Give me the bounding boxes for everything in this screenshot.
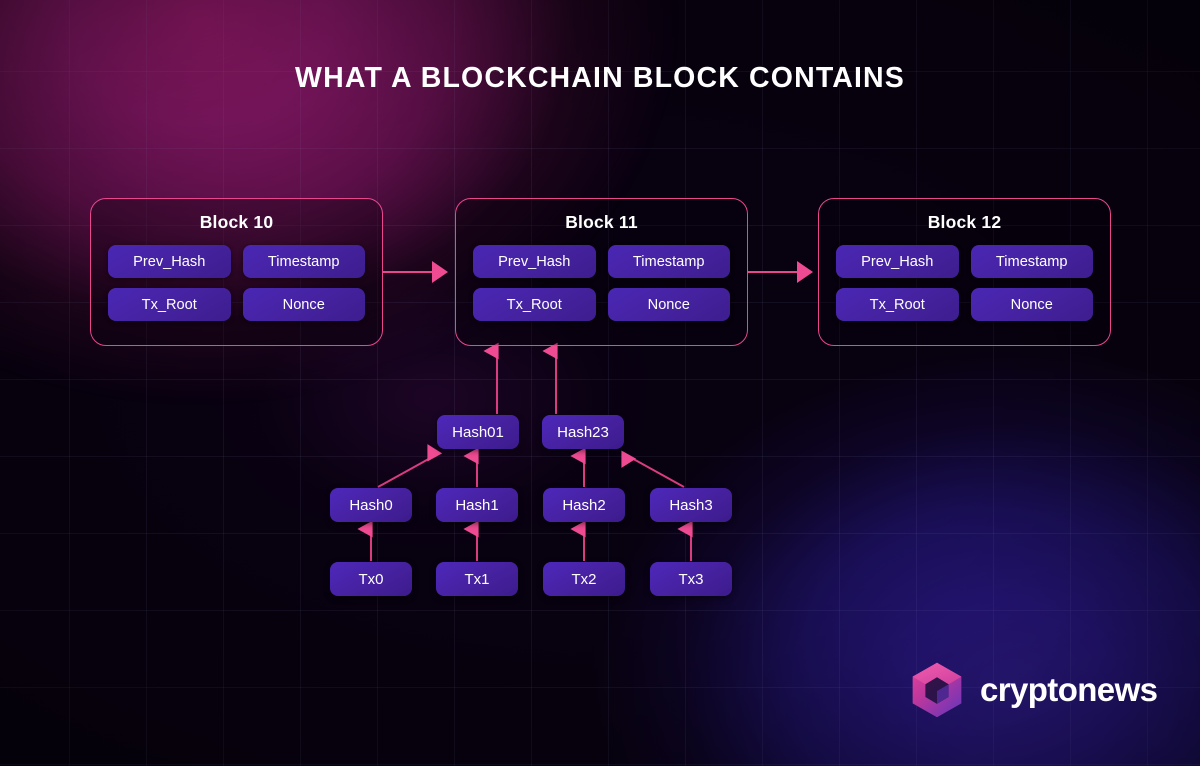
merkle-node-hash3: Hash3 — [650, 488, 732, 522]
chain-link-11-to-12 — [748, 271, 810, 273]
field-prev-hash: Prev_Hash — [473, 245, 596, 278]
merkle-node-hash0: Hash0 — [330, 488, 412, 522]
field-nonce: Nonce — [242, 288, 365, 321]
transaction-node-tx2: Tx2 — [543, 562, 625, 596]
chain-link-10-to-11 — [383, 271, 445, 273]
field-timestamp: Timestamp — [970, 245, 1093, 278]
field-timestamp: Timestamp — [607, 245, 730, 278]
block-card-12: Block 12 Prev_Hash Timestamp Tx_Root Non… — [818, 198, 1111, 346]
chain-arrow-icon-11-to-12 — [797, 261, 813, 283]
block-card-11: Block 11 Prev_Hash Timestamp Tx_Root Non… — [455, 198, 748, 346]
block-title: Block 10 — [199, 212, 274, 232]
field-prev-hash: Prev_Hash — [108, 245, 231, 278]
transaction-node-tx3: Tx3 — [650, 562, 732, 596]
hexagon-ribbon-icon — [912, 662, 962, 718]
merkle-node-hash2: Hash2 — [543, 488, 625, 522]
field-tx-root: Tx_Root — [108, 288, 231, 321]
block-title: Block 11 — [565, 212, 638, 232]
brand-logo-text: cryptonews — [980, 671, 1158, 708]
field-tx-root: Tx_Root — [473, 288, 596, 321]
brand-logo: cryptonews — [908, 661, 1158, 719]
field-prev-hash: Prev_Hash — [836, 245, 959, 278]
transaction-node-tx1: Tx1 — [436, 562, 518, 596]
block-field-grid: Prev_Hash Timestamp Tx_Root Nonce — [456, 233, 747, 321]
block-field-grid: Prev_Hash Timestamp Tx_Root Nonce — [819, 233, 1110, 321]
merkle-node-hash01: Hash01 — [437, 415, 519, 449]
merkle-node-hash23: Hash23 — [542, 415, 624, 449]
field-nonce: Nonce — [607, 288, 730, 321]
block-title: Block 12 — [927, 212, 1002, 232]
block-field-grid: Prev_Hash Timestamp Tx_Root Nonce — [91, 233, 382, 321]
block-card-10: Block 10 Prev_Hash Timestamp Tx_Root Non… — [90, 198, 383, 346]
field-nonce: Nonce — [970, 288, 1093, 321]
page-title: WHAT A BLOCKCHAIN BLOCK CONTAINS — [295, 62, 905, 94]
field-tx-root: Tx_Root — [836, 288, 959, 321]
field-timestamp: Timestamp — [242, 245, 365, 278]
transaction-node-tx0: Tx0 — [330, 562, 412, 596]
chain-arrow-icon-10-to-11 — [432, 261, 448, 283]
merkle-node-hash1: Hash1 — [436, 488, 518, 522]
